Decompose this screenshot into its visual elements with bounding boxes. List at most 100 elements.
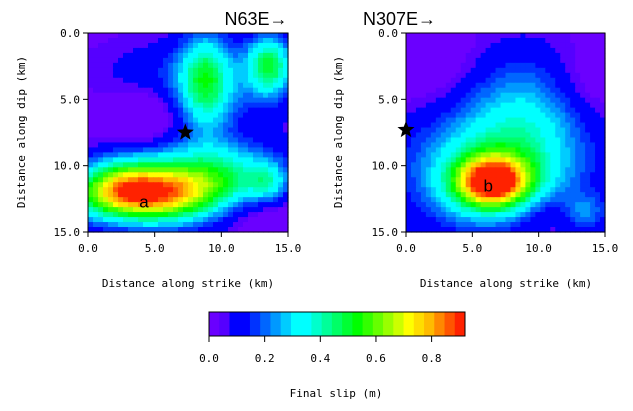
slip-cell bbox=[455, 37, 462, 44]
slip-cell bbox=[460, 33, 467, 39]
slip-cell bbox=[273, 122, 279, 129]
slip-cell bbox=[555, 77, 561, 84]
slip-cell bbox=[113, 172, 119, 178]
slip-cell bbox=[470, 122, 477, 129]
slip-cell bbox=[570, 187, 576, 193]
slip-cell bbox=[600, 132, 606, 139]
slip-cell bbox=[525, 177, 531, 183]
slip-cell bbox=[218, 42, 224, 49]
slip-cell bbox=[163, 127, 169, 134]
slip-cell bbox=[253, 162, 259, 168]
slip-cell bbox=[88, 127, 94, 134]
colorbar-swatch bbox=[434, 312, 445, 336]
hypocenter-star-icon bbox=[397, 120, 415, 138]
slip-cell bbox=[495, 152, 502, 158]
slip-cell bbox=[540, 187, 546, 193]
slip-cell bbox=[450, 187, 457, 193]
slip-cell bbox=[510, 162, 517, 168]
slip-cell bbox=[123, 157, 129, 163]
slip-cell bbox=[550, 92, 556, 99]
slip-cell bbox=[103, 137, 109, 144]
slip-cell bbox=[178, 82, 184, 89]
slip-cell bbox=[228, 152, 234, 158]
slip-cell bbox=[88, 217, 94, 223]
slip-cell bbox=[123, 37, 129, 44]
slip-cell bbox=[570, 227, 576, 233]
slip-cell bbox=[183, 212, 189, 218]
colorbar-swatch bbox=[290, 312, 302, 336]
slip-cell bbox=[590, 92, 596, 99]
slip-cell bbox=[108, 172, 114, 178]
slip-cell bbox=[248, 132, 254, 139]
slip-cell bbox=[148, 107, 154, 114]
slip-cell bbox=[480, 227, 487, 233]
slip-cell bbox=[600, 137, 606, 144]
slip-cell bbox=[118, 117, 124, 124]
slip-cell bbox=[108, 162, 114, 168]
slip-cell bbox=[258, 127, 264, 134]
slip-cell bbox=[440, 157, 447, 163]
slip-cell bbox=[148, 42, 154, 49]
slip-cell bbox=[243, 202, 249, 208]
slip-cell bbox=[590, 127, 596, 134]
slip-cell bbox=[238, 62, 244, 69]
slip-cell bbox=[168, 147, 174, 153]
slip-cell bbox=[415, 142, 422, 149]
slip-cell bbox=[540, 152, 546, 158]
slip-cell bbox=[93, 147, 99, 153]
slip-cell bbox=[243, 97, 249, 104]
slip-cell bbox=[465, 72, 472, 79]
slip-cell bbox=[475, 132, 482, 139]
slip-cell bbox=[540, 182, 546, 188]
slip-cell bbox=[570, 33, 576, 39]
slip-cell bbox=[470, 182, 477, 188]
slip-cell bbox=[128, 197, 134, 203]
colorbar-swatch bbox=[301, 312, 312, 336]
slip-cell bbox=[118, 112, 124, 119]
slip-cell bbox=[415, 42, 422, 49]
slip-cell bbox=[545, 222, 551, 228]
slip-cell bbox=[445, 87, 452, 94]
slip-cell bbox=[143, 202, 149, 208]
slip-cell bbox=[223, 217, 229, 223]
slip-cell bbox=[198, 57, 204, 64]
slip-cell bbox=[178, 182, 184, 188]
slip-cell bbox=[410, 127, 417, 134]
slip-cell bbox=[430, 222, 437, 228]
slip-cell bbox=[520, 87, 526, 94]
slip-cell bbox=[570, 197, 576, 203]
slip-cell bbox=[248, 72, 254, 79]
slip-cell bbox=[118, 47, 124, 54]
slip-cell bbox=[118, 147, 124, 153]
slip-cell bbox=[435, 182, 442, 188]
slip-cell bbox=[406, 137, 412, 144]
slip-cell bbox=[148, 127, 154, 134]
slip-cell bbox=[455, 222, 462, 228]
slip-cell bbox=[183, 62, 189, 69]
slip-cell bbox=[595, 33, 601, 39]
slip-cell bbox=[88, 207, 94, 213]
slip-cell bbox=[430, 57, 437, 64]
slip-cell bbox=[485, 117, 492, 124]
slip-cell bbox=[233, 172, 239, 178]
slip-cell bbox=[575, 107, 581, 114]
slip-cell bbox=[153, 127, 159, 134]
slip-cell bbox=[198, 117, 204, 124]
slip-cell bbox=[203, 152, 209, 158]
slip-cell bbox=[103, 127, 109, 134]
slip-cell bbox=[600, 187, 606, 193]
slip-cell bbox=[198, 157, 204, 163]
slip-cell bbox=[420, 127, 427, 134]
slip-cell bbox=[218, 52, 224, 59]
slip-cell bbox=[600, 102, 606, 109]
slip-cell bbox=[218, 62, 224, 69]
slip-cell bbox=[258, 52, 264, 59]
slip-cell bbox=[253, 92, 259, 99]
slip-cell bbox=[163, 57, 169, 64]
slip-cell bbox=[560, 207, 566, 213]
slip-cell bbox=[430, 152, 437, 158]
slip-cell bbox=[480, 177, 487, 183]
slip-cell bbox=[103, 82, 109, 89]
slip-cell bbox=[595, 217, 601, 223]
slip-cell bbox=[278, 132, 284, 139]
